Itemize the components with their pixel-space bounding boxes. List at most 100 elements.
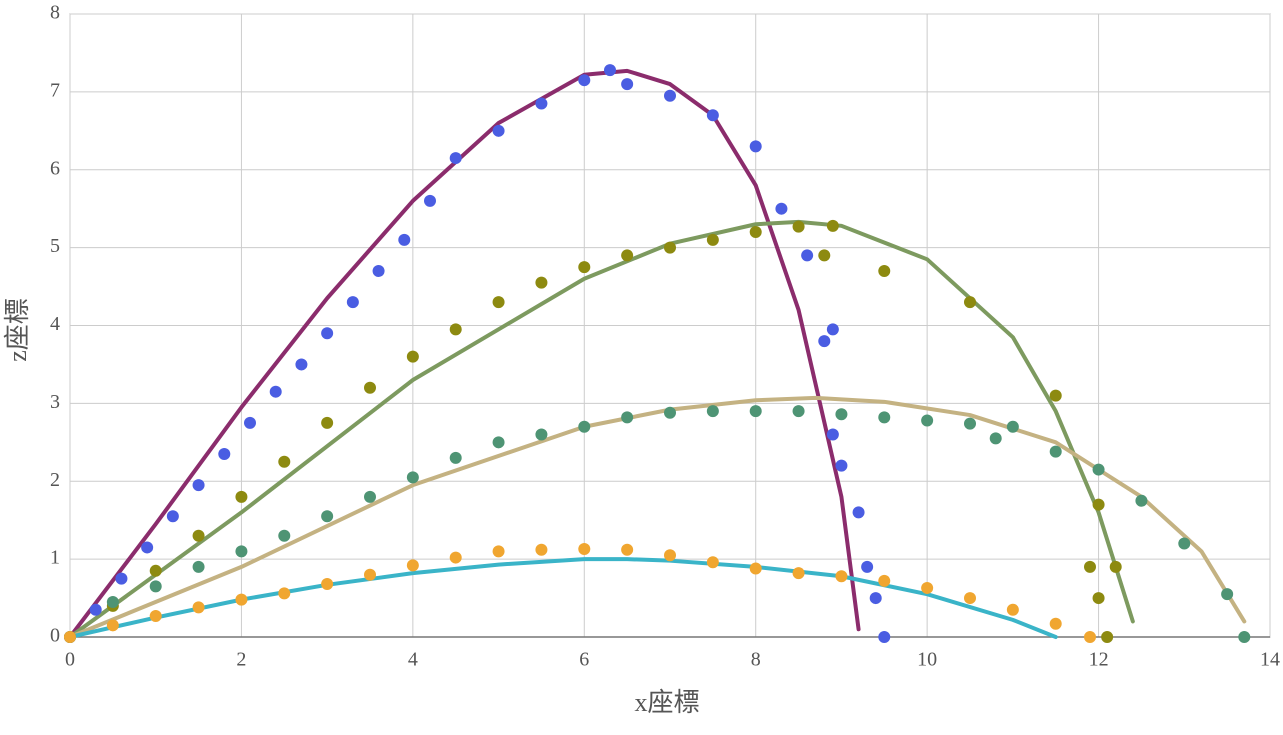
data-point (749, 226, 762, 239)
data-point (492, 436, 505, 449)
data-point (749, 562, 762, 575)
data-point (964, 592, 976, 605)
data-point (749, 405, 762, 418)
data-point (861, 560, 874, 573)
data-point (321, 416, 334, 429)
data-point (235, 490, 248, 503)
data-point (878, 631, 891, 643)
data-point (706, 109, 719, 122)
data-point (364, 568, 376, 581)
data-point (115, 572, 128, 585)
data-point (278, 587, 291, 600)
data-point (1221, 588, 1234, 601)
data-point (664, 549, 676, 562)
data-point (1178, 537, 1191, 550)
y-tick-label: 2 (50, 469, 60, 491)
data-point (218, 447, 231, 460)
data-point (706, 405, 719, 418)
data-point (398, 233, 411, 246)
data-point (269, 385, 282, 398)
data-point (749, 140, 762, 153)
data-point (869, 592, 882, 605)
data-point (192, 601, 205, 614)
y-tick-label: 4 (50, 313, 60, 335)
data-point (664, 241, 676, 254)
data-point (921, 581, 934, 594)
data-point (835, 570, 848, 583)
data-point (1101, 631, 1114, 643)
data-point (321, 510, 334, 523)
data-point (492, 124, 505, 137)
data-point (149, 580, 162, 593)
data-point (1109, 560, 1122, 573)
data-point (578, 420, 591, 433)
x-tick-label: 8 (751, 649, 761, 671)
y-tick-label: 0 (50, 625, 60, 647)
y-tick-label: 7 (50, 79, 60, 101)
data-point (989, 432, 1002, 445)
data-point (166, 510, 179, 523)
data-point (578, 261, 591, 274)
data-point (621, 411, 634, 424)
data-point (449, 451, 462, 464)
data-point (878, 574, 891, 587)
data-point (492, 296, 505, 309)
data-point (278, 529, 291, 542)
data-point (835, 408, 848, 421)
data-point (372, 264, 385, 277)
data-point (621, 78, 634, 91)
y-tick-label: 5 (50, 235, 60, 257)
data-point (295, 358, 308, 371)
data-point (149, 609, 162, 622)
data-point (878, 411, 891, 424)
data-point (706, 233, 719, 246)
data-point (406, 559, 419, 572)
data-point (235, 545, 248, 558)
data-point (449, 551, 462, 564)
data-point (192, 560, 205, 573)
x-tick-label: 12 (1089, 649, 1109, 671)
y-tick-label: 3 (50, 391, 60, 413)
data-point (244, 416, 256, 429)
data-point (792, 405, 805, 418)
data-point (775, 202, 788, 215)
x-tick-label: 2 (236, 649, 246, 671)
data-point (406, 350, 419, 363)
data-point (192, 479, 205, 492)
data-point (1238, 631, 1251, 643)
data-point (964, 296, 976, 309)
data-point (1006, 603, 1019, 616)
data-point (835, 459, 848, 472)
data-point (492, 545, 505, 558)
data-point (64, 631, 76, 643)
data-point (535, 276, 548, 289)
data-point (604, 64, 616, 77)
x-tick-label: 4 (408, 649, 418, 671)
data-point (826, 428, 839, 441)
data-point (621, 543, 634, 556)
data-point (106, 595, 119, 608)
data-point (826, 323, 839, 336)
data-point (878, 264, 891, 277)
data-point (406, 471, 419, 484)
data-point (235, 593, 248, 606)
data-point (535, 428, 548, 441)
data-point (921, 414, 934, 427)
data-point (278, 455, 291, 468)
data-point (1049, 617, 1062, 630)
data-point (1092, 463, 1105, 476)
data-point (1092, 592, 1105, 605)
data-point (852, 506, 865, 519)
data-point (346, 296, 359, 309)
data-point (1135, 494, 1148, 507)
data-point (964, 417, 976, 430)
data-point (424, 194, 436, 207)
data-point (449, 152, 462, 165)
x-axis-label: x座標 (634, 688, 699, 717)
x-tick-label: 6 (579, 649, 589, 671)
y-tick-label: 1 (50, 547, 60, 569)
data-point (321, 578, 334, 591)
data-point (535, 543, 548, 556)
data-point (1084, 631, 1096, 643)
